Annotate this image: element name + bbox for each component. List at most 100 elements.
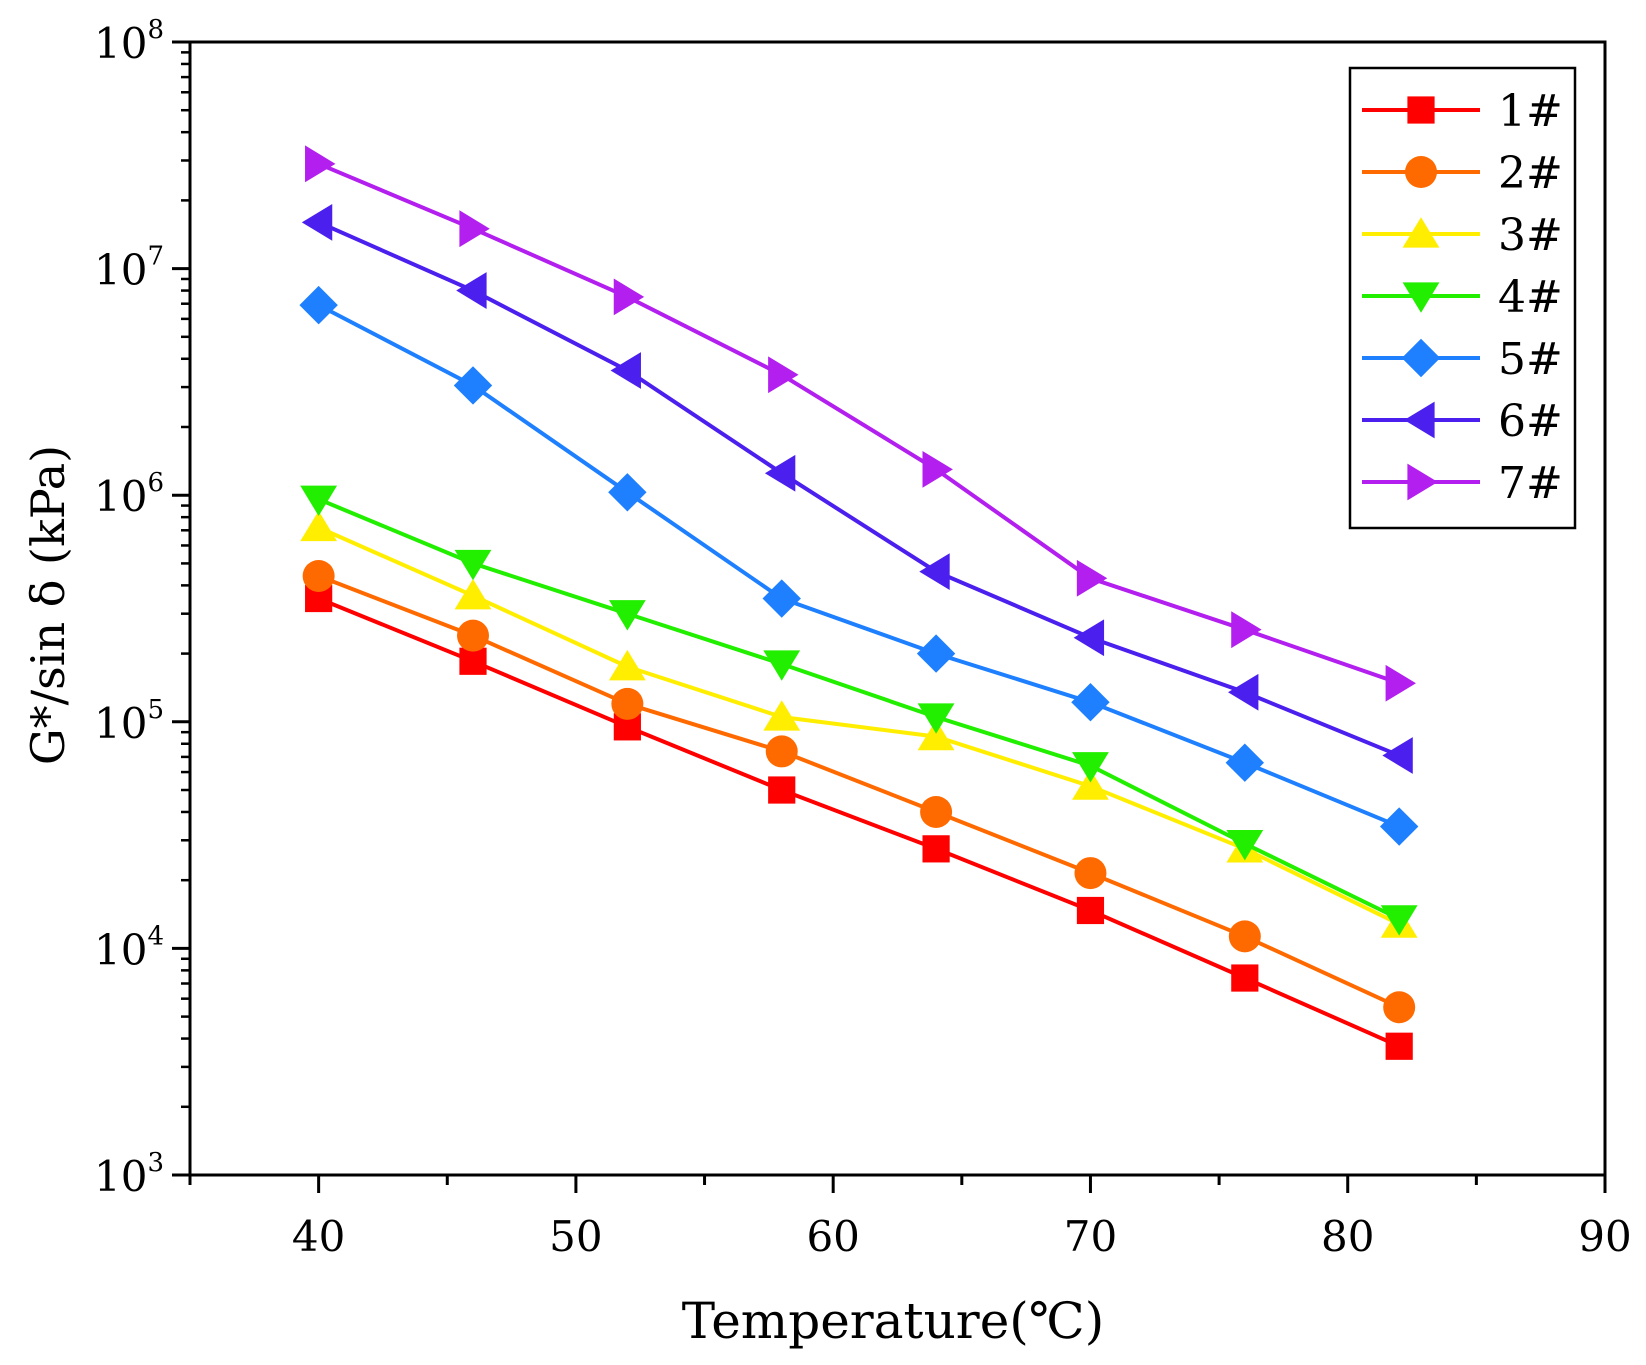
data-point — [1076, 559, 1108, 597]
data-point — [302, 559, 335, 592]
data-point — [1385, 664, 1416, 702]
legend-marker — [1401, 338, 1441, 378]
data-point — [1225, 743, 1265, 782]
data-point — [1226, 830, 1264, 861]
data-point — [919, 553, 950, 591]
data-point — [1074, 857, 1107, 890]
legend-label: 7# — [1498, 458, 1563, 509]
x-axis-label: Temperature(℃) — [682, 1292, 1105, 1350]
data-point — [1228, 920, 1261, 953]
data-point — [1231, 611, 1262, 649]
x-tick-label: 60 — [806, 1212, 859, 1261]
legend-marker — [1404, 401, 1435, 439]
axes: 40 50 60 70 80 90 103 104 105 106 107 108 — [94, 15, 1632, 1261]
data-point — [920, 795, 953, 828]
data-point — [768, 776, 796, 804]
series-line — [317, 161, 1400, 686]
data-point — [762, 579, 801, 618]
data-point — [459, 647, 487, 675]
legend-label: 4# — [1498, 272, 1563, 323]
legend-marker — [1402, 217, 1440, 248]
data-point — [917, 703, 955, 734]
series-line — [317, 574, 1401, 1010]
series-line — [317, 303, 1400, 829]
data-point — [456, 272, 487, 309]
legend-label: 6# — [1498, 396, 1563, 447]
data-point — [457, 619, 489, 652]
legend-entry: 2# — [1362, 148, 1563, 199]
y-tick-label: 104 — [94, 921, 164, 974]
y-axis-label: G*/sin δ (kPa) — [21, 445, 75, 765]
data-point — [454, 578, 492, 610]
legend-entry: 6# — [1362, 396, 1563, 447]
data-point — [608, 649, 646, 681]
series-3 — [300, 510, 1418, 938]
series-line — [317, 220, 1400, 758]
legend-label: 3# — [1498, 210, 1563, 261]
y-tick-label: 108 — [94, 15, 164, 68]
legend-label: 1# — [1498, 86, 1563, 137]
data-point — [1073, 619, 1105, 657]
legend-label: 5# — [1498, 334, 1563, 385]
series-6 — [301, 203, 1413, 774]
y-tick-label: 103 — [94, 1148, 164, 1201]
series-7 — [305, 145, 1416, 702]
data-point — [1379, 807, 1419, 846]
data-point — [1228, 673, 1259, 711]
data-point — [1383, 991, 1416, 1024]
series-5 — [299, 285, 1419, 846]
data-point — [922, 450, 953, 488]
y-tick-label: 106 — [94, 468, 164, 521]
x-tick-label: 40 — [292, 1212, 345, 1261]
data-point — [301, 203, 333, 241]
data-point — [454, 549, 492, 581]
data-point — [764, 454, 796, 492]
legend-marker — [1405, 156, 1437, 188]
plot-frame — [188, 40, 1607, 1177]
series-2 — [302, 559, 1416, 1024]
data-point — [459, 210, 490, 248]
legend-marker — [1407, 463, 1438, 501]
legend-entry: 4# — [1362, 272, 1563, 323]
data-point — [768, 356, 799, 394]
x-tick-label: 80 — [1321, 1212, 1374, 1261]
series-4 — [300, 485, 1418, 936]
data-point — [917, 719, 955, 751]
data-point — [763, 650, 801, 681]
data-point — [922, 835, 950, 863]
data-point — [763, 700, 801, 731]
legend-marker — [1402, 282, 1440, 313]
data-point — [611, 687, 644, 720]
data-point — [1382, 737, 1413, 774]
data-point — [610, 352, 641, 389]
data-point — [916, 634, 956, 673]
data-point — [300, 510, 338, 542]
data-point — [765, 735, 798, 768]
y-tick-label: 107 — [94, 242, 164, 295]
data-point — [608, 473, 647, 512]
x-tick-label: 50 — [549, 1212, 602, 1261]
data-point — [1071, 683, 1110, 722]
data-point — [1072, 752, 1109, 783]
legend-entry: 7# — [1362, 458, 1563, 509]
legend-entry: 5# — [1362, 334, 1563, 385]
data-point — [613, 278, 645, 316]
series-line — [317, 497, 1401, 921]
series-line — [317, 525, 1401, 926]
legend-marker — [1407, 96, 1435, 124]
x-tick-label: 70 — [1064, 1212, 1117, 1261]
data-point — [299, 285, 338, 325]
data-point — [1072, 769, 1109, 800]
legend-label: 2# — [1498, 148, 1563, 199]
data-point — [305, 145, 336, 183]
series-1 — [305, 584, 1413, 1060]
data-point — [453, 366, 493, 405]
x-tick-label: 90 — [1578, 1212, 1631, 1261]
data-point — [300, 485, 338, 517]
data-point — [1076, 896, 1105, 925]
series-line — [317, 596, 1401, 1049]
data-point — [608, 600, 646, 631]
legend: 1# 2# 3# 4# 5# 6# 7# — [1348, 66, 1577, 530]
data-point — [1385, 1032, 1413, 1060]
